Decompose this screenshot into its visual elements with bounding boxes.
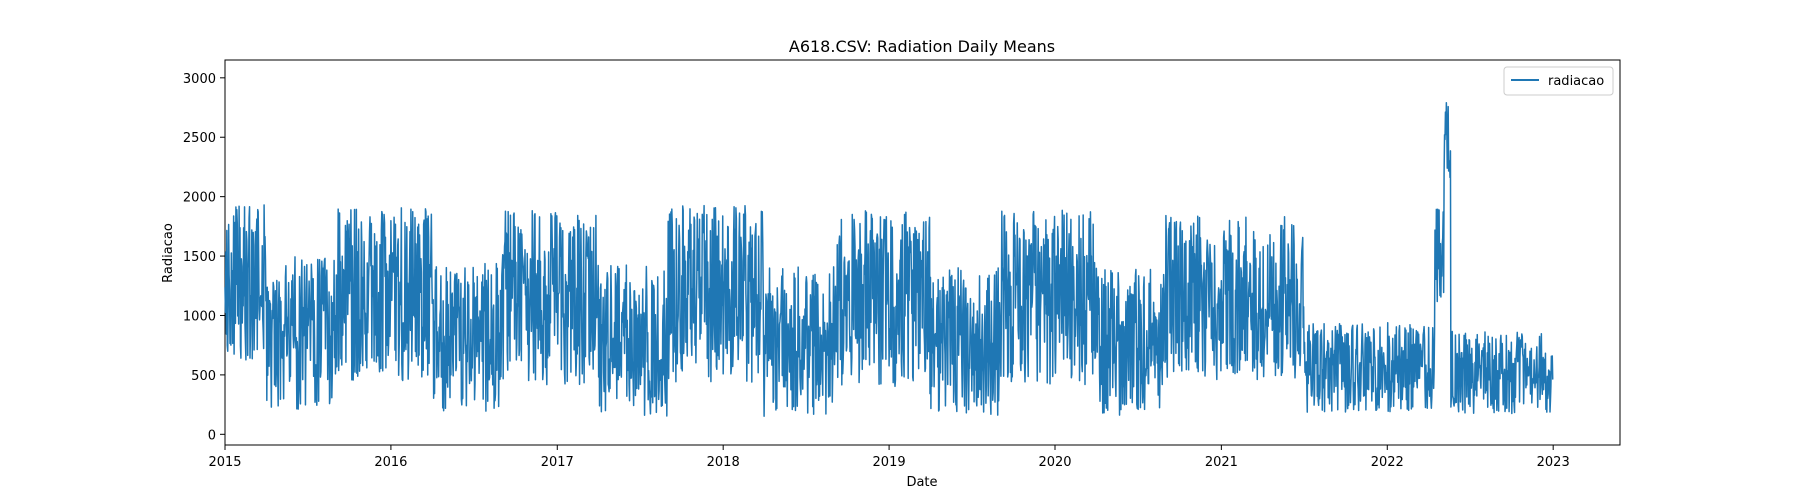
y-tick-label: 500 <box>191 369 216 384</box>
legend-box <box>1503 66 1614 96</box>
x-tick-label: 2023 <box>1537 455 1570 470</box>
x-tick-label: 2022 <box>1371 455 1404 470</box>
x-tick-label: 2020 <box>1038 455 1071 470</box>
x-axis: 2015 2016 2017 2018 2019 2020 2021 2022 2023 <box>208 445 1570 470</box>
y-tick-label: 1000 <box>183 309 216 324</box>
series-layer <box>224 101 1554 417</box>
legend: radiacao <box>1503 66 1614 96</box>
y-tick-label: 3000 <box>183 72 216 87</box>
x-tick-label: 2018 <box>707 455 740 470</box>
legend-label-radiacao: radiacao <box>1548 74 1604 89</box>
x-axis-label: Date <box>906 475 937 490</box>
chart-title: A618.CSV: Radiation Daily Means <box>789 37 1055 56</box>
x-tick-label: 2017 <box>541 455 574 470</box>
y-axis-label: Radiacao <box>161 223 176 283</box>
y-tick-label: 1500 <box>183 250 216 265</box>
x-tick-label: 2016 <box>374 455 407 470</box>
y-tick-label: 0 <box>208 428 216 443</box>
x-tick-label: 2015 <box>208 455 241 470</box>
x-tick-label: 2021 <box>1205 455 1238 470</box>
series-line-radiacao <box>224 101 1554 417</box>
y-axis: 0 500 1000 1500 2000 2500 3000 <box>183 72 225 443</box>
x-tick-label: 2019 <box>873 455 906 470</box>
y-tick-label: 2500 <box>183 131 216 146</box>
y-tick-label: 2000 <box>183 191 216 206</box>
